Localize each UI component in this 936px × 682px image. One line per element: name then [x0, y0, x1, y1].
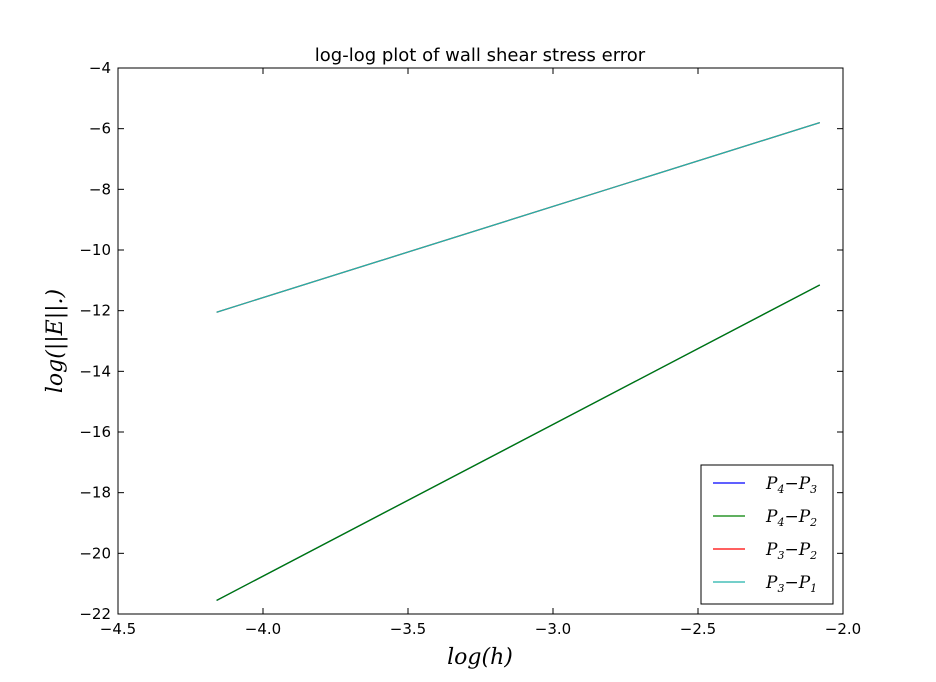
x-tick-label: −3.5 — [390, 620, 426, 638]
legend-label-4: P3−P1 — [765, 573, 817, 595]
y-tick-label: −18 — [79, 484, 111, 502]
legend-frame — [700, 464, 834, 605]
y-tick-label: −6 — [89, 120, 111, 138]
legend-label-3: P3−P2 — [765, 540, 817, 562]
legend-entries: P4−P3 P4−P2 P3−P2 P3−P1 — [713, 474, 817, 595]
x-axis-label: log(h) — [447, 645, 513, 670]
y-tick-label: −12 — [79, 302, 111, 320]
legend-label-2: P4−P2 — [765, 507, 817, 529]
series-line-2 — [216, 284, 821, 601]
y-tick-label: −20 — [79, 544, 111, 562]
y-axis-label: log(||E||.) — [43, 289, 68, 393]
y-tick-label: −22 — [79, 605, 111, 623]
series-layer — [216, 121, 821, 601]
x-tick-label: −2.0 — [825, 620, 861, 638]
legend-label-1: P4−P3 — [765, 474, 817, 496]
plot-frame — [117, 67, 844, 615]
tick-label-layer: −4.5 −4.0 −3.5 −3.0 −2.5 −2.0 −22 −20 −18 −16 −14 −… — [79, 59, 861, 638]
y-tick-label: −14 — [79, 362, 111, 380]
legend: P4−P3 P4−P2 P3−P2 P3−P1 — [700, 464, 834, 605]
y-tick-label: −8 — [89, 180, 111, 198]
y-tick-label: −16 — [79, 423, 111, 441]
x-tick-label: −4.0 — [245, 620, 281, 638]
x-tick-label: −4.5 — [100, 620, 136, 638]
series-line-4 — [216, 121, 820, 313]
y-tick-label: −4 — [89, 59, 111, 77]
chart-title: log-log plot of wall shear stress error — [315, 45, 646, 66]
tick-layer — [117, 67, 844, 615]
y-tick-label: −10 — [79, 241, 111, 259]
x-tick-label: −3.0 — [535, 620, 571, 638]
x-tick-label: −2.5 — [680, 620, 716, 638]
